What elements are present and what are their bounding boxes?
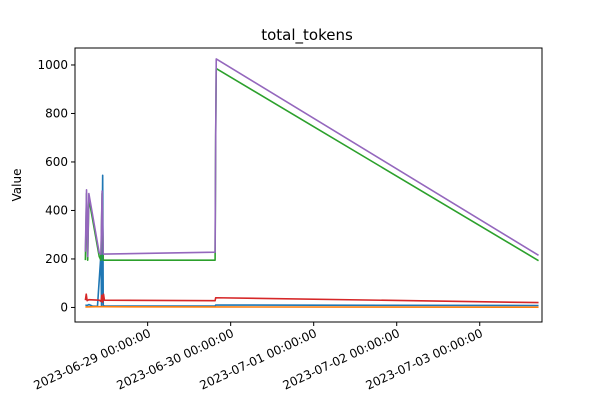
y-tick-label: 400 [45, 203, 68, 217]
series-layer [84, 58, 539, 309]
series-line-1 [85, 174, 539, 308]
series-line-4 [84, 293, 539, 304]
plot-area [74, 47, 543, 323]
y-tick-label: 600 [45, 155, 68, 169]
y-axis: 0 200 400 600 800 1000 [37, 58, 75, 314]
y-tick-label: 200 [45, 252, 68, 266]
chart-title: total_tokens [261, 26, 353, 45]
y-tick-label: 1000 [37, 58, 68, 72]
y-axis-label: Value [10, 169, 24, 202]
y-tick-label: 800 [45, 106, 68, 120]
plot-frame [74, 47, 543, 323]
series-line-5 [84, 58, 539, 258]
y-tick-label: 0 [60, 300, 68, 314]
